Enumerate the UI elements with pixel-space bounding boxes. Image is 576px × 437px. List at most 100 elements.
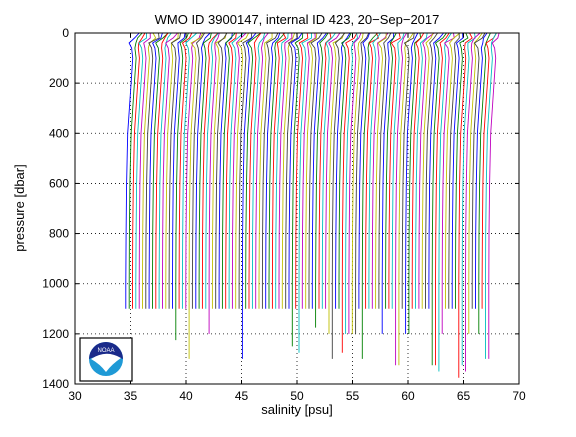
salinity-profile-line [375, 33, 387, 309]
salinity-profile-line [251, 32, 266, 309]
salinity-profile-line [195, 32, 211, 309]
salinity-profile-line [425, 32, 438, 309]
salinity-profile-line [265, 32, 281, 309]
salinity-profile-line [345, 32, 358, 334]
salinity-profile-line [228, 32, 244, 309]
salinity-profile-line [248, 32, 262, 309]
salinity-profile-line [225, 32, 237, 309]
salinity-profile-line [271, 32, 287, 309]
salinity-profile-line [291, 32, 304, 347]
salinity-profile-line [388, 32, 401, 309]
salinity-profile-line [371, 32, 389, 309]
x-axis-label: salinity [psu] [261, 402, 333, 417]
salinity-profile-line [448, 32, 460, 309]
salinity-profile-line [125, 32, 140, 309]
salinity-profile-line [381, 32, 395, 334]
salinity-profile-line [488, 32, 500, 359]
salinity-profile-line [275, 32, 289, 309]
salinity-profile-line [461, 32, 476, 366]
salinity-profile-line [205, 32, 219, 309]
salinity-profile-line [455, 32, 469, 309]
salinity-profile-line [298, 32, 313, 353]
x-tick-label: 30 [68, 389, 82, 403]
salinity-profile-line [351, 32, 364, 334]
salinity-profile-line [341, 32, 358, 353]
salinity-profile-line [181, 32, 198, 309]
salinity-profile-line [128, 32, 143, 309]
salinity-profile-line [231, 32, 247, 309]
salinity-profile-line [191, 32, 205, 309]
salinity-profile-line [391, 32, 405, 309]
salinity-profile-line [358, 32, 371, 309]
salinity-profile-line [238, 32, 253, 309]
salinity-profile-line [288, 32, 303, 309]
salinity-profile-line [241, 32, 257, 359]
ticks-layer: 30 35 40 45 50 55 60 65 70 0 200 400 600 800 1000 1200 1… [42, 26, 526, 403]
salinity-profile-line [421, 32, 434, 309]
salinity-profile-line [308, 32, 323, 309]
y-tick-label: 800 [49, 227, 69, 241]
salinity-profile-line [338, 32, 352, 309]
salinity-profile-line [355, 32, 370, 334]
logo-gull [91, 353, 121, 372]
salinity-profile-line [261, 32, 279, 309]
salinity-profile-line [328, 32, 345, 334]
salinity-profile-line [405, 32, 419, 334]
salinity-profile-line [395, 32, 408, 366]
y-axis-label: pressure [dbar] [12, 164, 27, 251]
salinity-profile-line [201, 32, 219, 309]
salinity-profile-line [411, 32, 425, 309]
logo-sky [89, 342, 123, 359]
salinity-profile-line [175, 32, 189, 341]
y-tick-label: 0 [62, 26, 69, 40]
y-tick-label: 400 [49, 126, 69, 140]
salinity-profile-line [172, 32, 186, 309]
logo-text: NOAA [97, 348, 114, 354]
salinity-profile-line [162, 32, 178, 309]
x-tick-label: 55 [346, 389, 360, 403]
salinity-profile-line [235, 32, 249, 309]
noaa-logo: NOAA [79, 337, 133, 382]
salinity-profile-line [325, 32, 341, 309]
salinity-profile-line [361, 32, 378, 359]
x-tick-label: 50 [290, 389, 304, 403]
x-tick-label: 65 [457, 389, 471, 403]
salinity-profile-line [148, 32, 163, 309]
salinity-profile-line [132, 32, 146, 309]
salinity-profile-line [368, 32, 381, 309]
salinity-profile-line [255, 32, 269, 309]
salinity-profile-line [445, 32, 461, 309]
salinity-profile-line [315, 32, 329, 328]
salinity-profile-line [408, 32, 422, 334]
salinity-profile-line [211, 32, 227, 309]
salinity-profile-line [268, 32, 286, 309]
salinity-profile-line [415, 32, 428, 309]
salinity-profile-line [481, 32, 497, 309]
salinity-profile-line [431, 32, 447, 366]
salinity-profile-line [458, 32, 473, 378]
salinity-profile-line [208, 32, 220, 334]
salinity-profile-line [428, 32, 444, 309]
y-tick-label: 1400 [42, 377, 69, 391]
y-tick-label: 1200 [42, 327, 69, 341]
x-tick-label: 70 [512, 389, 526, 403]
y-tick-label: 200 [49, 76, 69, 90]
salinity-profile-line [465, 32, 481, 372]
salinity-profile-line [401, 32, 415, 309]
salinity-profile-line [178, 32, 193, 309]
salinity-profile-line [321, 32, 336, 309]
salinity-profile-line [475, 32, 488, 309]
salinity-profile-line [301, 32, 316, 309]
salinity-profile-line [331, 32, 346, 359]
x-tick-label: 45 [235, 389, 249, 403]
salinity-profile-line [441, 32, 455, 334]
salinity-profile-line [435, 32, 450, 366]
salinity-profile-line [158, 32, 172, 309]
salinity-profile-line [221, 32, 236, 309]
salinity-profile-line [138, 32, 151, 309]
salinity-profile-line [305, 32, 318, 309]
x-tick-label: 40 [179, 389, 193, 403]
salinity-profile-line [278, 32, 293, 309]
